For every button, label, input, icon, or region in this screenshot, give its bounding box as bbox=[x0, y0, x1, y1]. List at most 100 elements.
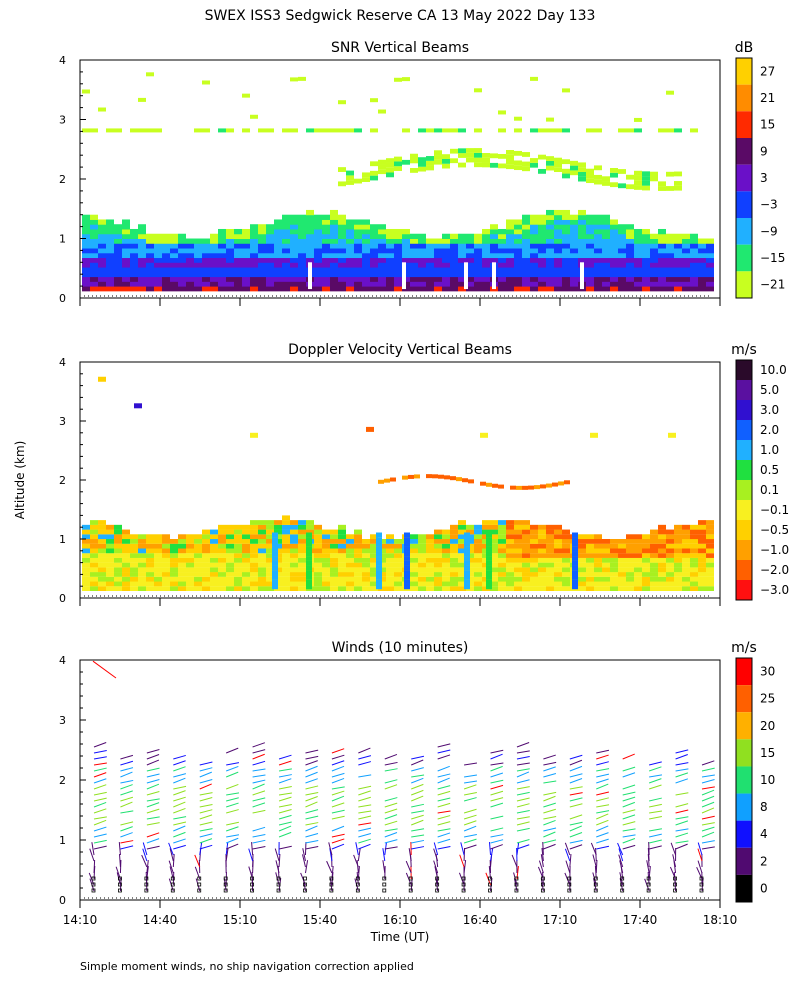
doppler-cell bbox=[522, 485, 528, 490]
snr-cell bbox=[578, 228, 586, 235]
doppler-cell bbox=[186, 534, 194, 540]
wind-barb bbox=[464, 774, 478, 778]
doppler-cell bbox=[394, 548, 402, 554]
snr-cell bbox=[570, 252, 578, 259]
doppler-cell bbox=[506, 576, 514, 582]
doppler-cell bbox=[322, 553, 330, 558]
doppler-cell bbox=[666, 548, 674, 554]
snr-cell bbox=[354, 178, 362, 184]
snr-cell bbox=[682, 252, 690, 259]
snr-cell bbox=[618, 224, 626, 230]
doppler-cell bbox=[162, 581, 170, 587]
wind-barb bbox=[142, 848, 148, 862]
wind-barb bbox=[278, 785, 292, 790]
wind-barb bbox=[278, 768, 292, 772]
doppler-cell bbox=[414, 474, 420, 479]
snr-cell bbox=[290, 243, 298, 249]
doppler-cell bbox=[242, 557, 250, 563]
snr-cell bbox=[466, 252, 474, 259]
doppler-cell bbox=[642, 553, 650, 558]
doppler-cell bbox=[634, 534, 642, 540]
snr-cell bbox=[546, 286, 554, 292]
snr-cell bbox=[162, 252, 170, 259]
snr-cell bbox=[186, 281, 194, 287]
calm-marker bbox=[276, 888, 281, 893]
snr-cell bbox=[170, 286, 178, 292]
snr-cell bbox=[426, 252, 434, 259]
doppler-cell bbox=[682, 572, 690, 577]
doppler-cell bbox=[242, 548, 250, 554]
doppler-cell bbox=[450, 534, 458, 540]
colorbar-swatch bbox=[736, 218, 752, 245]
doppler-cell bbox=[242, 539, 250, 544]
snr-cell bbox=[122, 228, 130, 235]
snr-cell bbox=[186, 252, 194, 259]
doppler-cell bbox=[530, 539, 538, 544]
doppler-cell bbox=[146, 543, 154, 549]
wind-barb bbox=[596, 838, 609, 844]
snr-cell bbox=[170, 257, 178, 263]
doppler-cell bbox=[114, 548, 122, 554]
wind-barb bbox=[516, 816, 530, 820]
doppler-streak bbox=[486, 556, 492, 561]
doppler-streak bbox=[376, 556, 382, 561]
snr-cell bbox=[354, 286, 362, 292]
snr-cell bbox=[474, 248, 482, 254]
doppler-cell bbox=[618, 543, 626, 549]
calm-marker bbox=[488, 888, 492, 893]
wind-barb bbox=[490, 797, 504, 802]
snr-cell bbox=[498, 271, 506, 278]
doppler-cell bbox=[442, 539, 450, 544]
calm-marker bbox=[303, 876, 307, 881]
wind-barb bbox=[305, 755, 319, 760]
snr-cell bbox=[378, 286, 386, 292]
doppler-cell bbox=[594, 553, 602, 558]
calm-marker bbox=[118, 876, 122, 881]
wind-barb bbox=[331, 833, 345, 838]
wind-barb bbox=[252, 753, 265, 760]
snr-cell bbox=[578, 233, 586, 239]
doppler-cell bbox=[626, 534, 634, 540]
calm-marker bbox=[382, 882, 387, 887]
snr-cell bbox=[354, 252, 362, 259]
snr-cell bbox=[410, 267, 418, 273]
doppler-cell bbox=[530, 534, 538, 540]
doppler-cell bbox=[514, 567, 522, 573]
snr-cell bbox=[146, 262, 154, 268]
doppler-cell bbox=[370, 553, 378, 558]
doppler-cell bbox=[666, 543, 674, 549]
snr-cell bbox=[418, 271, 426, 278]
doppler-cell bbox=[618, 586, 626, 591]
wind-barb bbox=[355, 842, 359, 856]
doppler-cell bbox=[202, 557, 210, 563]
snr-cell bbox=[538, 271, 546, 278]
snr-cell bbox=[434, 248, 442, 254]
wind-barb bbox=[675, 792, 689, 796]
doppler-cell bbox=[602, 572, 610, 577]
snr-cell bbox=[514, 248, 522, 254]
wind-barb bbox=[278, 845, 292, 850]
doppler-cell bbox=[586, 553, 594, 558]
doppler-cell bbox=[266, 539, 274, 544]
snr-cell bbox=[570, 248, 578, 254]
doppler-cell bbox=[442, 572, 450, 577]
doppler-cell bbox=[170, 557, 178, 563]
wind-barb bbox=[463, 860, 467, 874]
colorbar-frame bbox=[735, 359, 753, 601]
doppler-cell bbox=[514, 557, 522, 563]
doppler-cell bbox=[282, 557, 290, 563]
snr-cell bbox=[122, 276, 130, 282]
doppler-cell bbox=[534, 485, 540, 490]
snr-cell bbox=[362, 224, 370, 230]
wind-barb bbox=[278, 825, 292, 832]
snr-cell bbox=[386, 276, 394, 282]
doppler-cell bbox=[618, 581, 626, 587]
colorbar-swatch bbox=[736, 58, 752, 85]
calm-marker bbox=[514, 882, 519, 887]
snr-cell bbox=[90, 257, 98, 263]
doppler-cell bbox=[130, 534, 138, 540]
doppler-cell bbox=[106, 553, 114, 558]
wind-barb bbox=[252, 749, 266, 754]
snr-cell bbox=[194, 243, 202, 249]
snr-cell bbox=[258, 228, 266, 235]
